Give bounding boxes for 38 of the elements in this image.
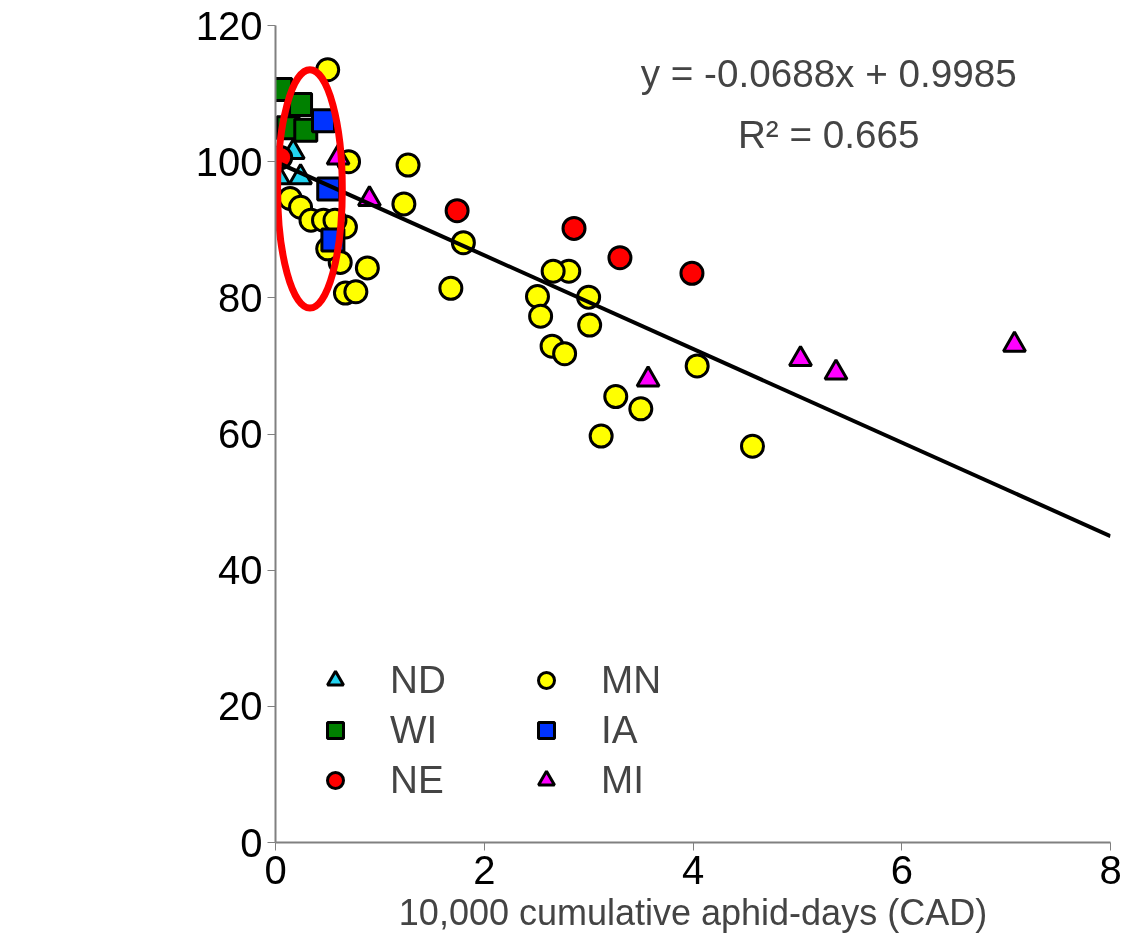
y-tick-label: 20 <box>218 684 263 729</box>
y-tick-label: 60 <box>218 412 263 456</box>
point <box>524 283 550 309</box>
point <box>603 384 629 410</box>
point <box>343 279 369 305</box>
x-axis-title: 10,000 cumulative aphid-days (CAD) <box>398 891 988 933</box>
point <box>679 260 705 286</box>
point <box>354 255 380 281</box>
x-tick-label: 2 <box>473 847 496 892</box>
legend-label: MN <box>601 658 663 702</box>
annotation: y = -0.0688x + 0.9985 <box>640 51 1017 95</box>
annotation: R² = 0.665 <box>737 112 920 156</box>
point <box>395 152 421 178</box>
point <box>444 198 470 224</box>
y-tick-label: 40 <box>218 548 263 593</box>
y-tick-label: 120 <box>195 3 263 48</box>
point <box>588 423 614 449</box>
point <box>684 353 710 379</box>
point <box>577 312 603 338</box>
point <box>607 245 633 271</box>
x-tick-label: 8 <box>1099 847 1122 892</box>
legend-label: IA <box>601 708 639 752</box>
x-tick-label: 6 <box>890 847 913 892</box>
y-tick-label: 80 <box>218 275 263 320</box>
point <box>561 215 587 241</box>
point <box>391 191 417 217</box>
legend-label: WI <box>390 708 439 752</box>
point <box>628 396 654 422</box>
point <box>739 433 765 459</box>
point <box>540 258 566 284</box>
y-tick-label: 100 <box>195 139 263 184</box>
point <box>438 275 464 301</box>
point <box>528 303 554 329</box>
x-tick-label: 4 <box>681 847 705 892</box>
legend-label: ND <box>390 658 447 702</box>
legend-label: NE <box>390 758 445 802</box>
point <box>552 341 578 367</box>
legend-label: MI <box>601 758 645 802</box>
